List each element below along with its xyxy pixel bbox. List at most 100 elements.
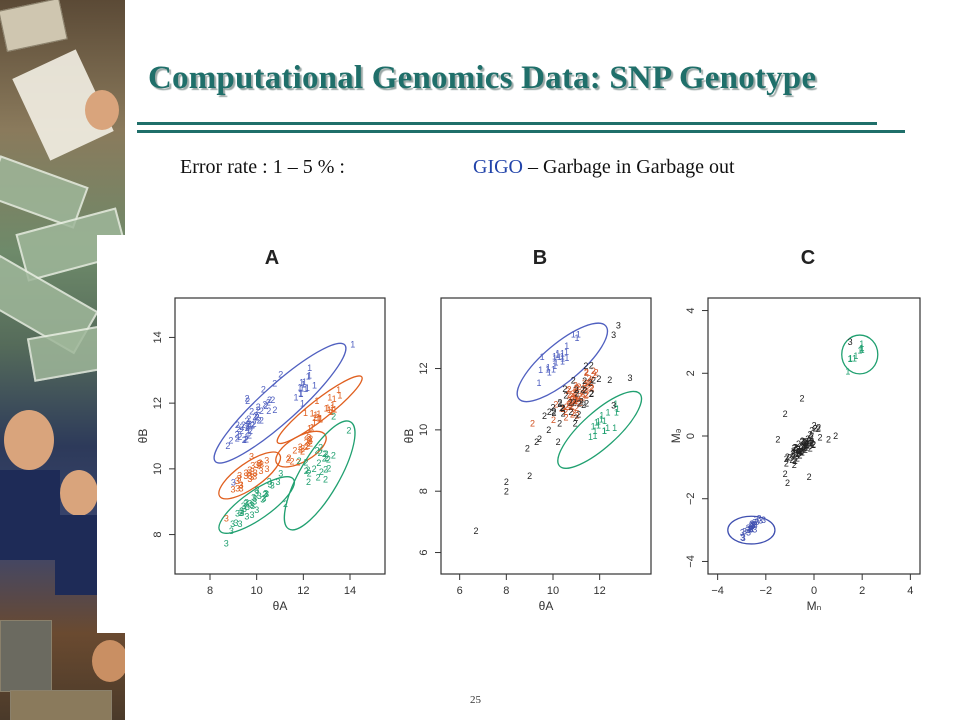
genotype-point: 2 [562,384,567,394]
genotype-point: 3 [239,508,244,518]
genotype-point: 2 [473,526,478,536]
genotype-point: 2 [803,445,808,455]
genotype-point: 1 [602,426,607,436]
genotype-point: 2 [785,452,790,462]
genotype-point: 3 [750,519,755,529]
genotype-point: 2 [272,379,277,389]
genotype-point: 2 [584,367,589,377]
genotype-point: 1 [297,382,302,392]
genotype-point: 2 [270,395,275,405]
genotype-point: 3 [243,471,248,481]
genotype-point: 2 [300,446,305,456]
genotype-point: 1 [324,403,329,413]
genotype-point: 2 [267,395,272,405]
genotype-point: 1 [313,410,318,420]
genotype-point: 2 [574,385,579,395]
genotype-point: 2 [796,446,801,456]
cluster-ellipse [841,334,879,375]
genotype-point: 2 [576,382,581,392]
genotype-point: 1 [336,385,341,395]
genotype-point: 2 [306,433,311,443]
genotype-point: 2 [315,445,320,455]
genotype-point: 2 [784,459,789,469]
genotype-point: 2 [574,389,579,399]
genotype-point: 2 [266,406,271,416]
genotype-point: 3 [253,468,258,478]
y-tick-label: 8 [418,488,430,494]
genotype-point: 2 [833,431,838,441]
genotype-point: 3 [749,521,754,531]
genotype-point: 2 [801,442,806,452]
genotype-point: 2 [791,446,796,456]
genotype-point: 2 [567,398,572,408]
genotype-point: 3 [747,524,752,534]
genotype-point: 2 [591,366,596,376]
genotype-point: 2 [246,419,251,429]
genotype-point: 2 [261,384,266,394]
genotype-point: 3 [231,477,236,487]
genotype-point: 1 [302,377,307,387]
genotype-point: 2 [793,443,798,453]
title-rule-top [137,122,877,125]
genotype-point: 3 [250,501,255,511]
genotype-point: 2 [504,477,509,487]
genotype-point: 2 [809,438,814,448]
genotype-point: 2 [563,407,568,417]
panel-letter: B [533,247,547,269]
genotype-point: 2 [802,444,807,454]
genotype-point: 2 [591,376,596,386]
genotype-point: 2 [253,410,258,420]
genotype-point: 1 [596,416,601,426]
genotype-point: 2 [551,408,556,418]
genotype-point: 2 [583,380,588,390]
genotype-point: 3 [249,451,254,461]
genotype-point: 2 [799,447,804,457]
genotype-point: 2 [586,382,591,392]
genotype-point: 2 [298,444,303,454]
genotype-point: 2 [557,397,562,407]
genotype-point: 2 [246,414,251,424]
genotype-point: 2 [286,453,291,463]
genotype-point: 3 [231,485,236,495]
genotype-point: 1 [555,350,560,360]
genotype-point: 2 [573,413,578,423]
genotype-point: 3 [627,373,632,383]
genotype-point: 3 [263,488,268,498]
genotype-point: 2 [793,456,798,466]
genotype-point: 2 [800,436,805,446]
genotype-point: 1 [552,361,557,371]
genotype-point: 1 [325,403,330,413]
genotype-point: 2 [792,460,797,470]
genotype-point: 2 [796,439,801,449]
genotype-point: 3 [264,455,269,465]
genotype-point: 2 [537,434,542,444]
genotype-point: 1 [852,354,857,364]
genotype-point: 2 [316,473,321,483]
genotype-point: 1 [596,421,601,431]
genotype-point: 2 [802,438,807,448]
genotype-point: 2 [312,464,317,474]
genotype-point: 3 [250,460,255,470]
genotype-point: 2 [553,400,558,410]
genotype-point: 1 [540,352,545,362]
gigo-acronym: GIGO [473,156,523,178]
genotype-point: 1 [857,345,862,355]
genotype-point: 3 [244,512,249,522]
y-tick-label: 14 [152,331,164,343]
x-axis-label: Mₙ [807,599,822,613]
genotype-point: 2 [572,395,577,405]
y-axis-label: Mₔ [669,428,683,443]
x-axis-label: θA [539,599,554,613]
genotype-point: 2 [790,449,795,459]
genotype-point: 2 [241,420,246,430]
genotype-point: 1 [860,345,865,355]
genotype-point: 2 [811,440,816,450]
genotype-point: 2 [804,438,809,448]
genotype-point: 3 [740,532,745,542]
genotype-point: 1 [848,354,853,364]
y-tick-label: −4 [685,555,697,568]
genotype-point: 2 [572,387,577,397]
genotype-point: 2 [577,399,582,409]
genotype-point: 1 [350,339,355,349]
genotype-point: 3 [758,515,763,525]
